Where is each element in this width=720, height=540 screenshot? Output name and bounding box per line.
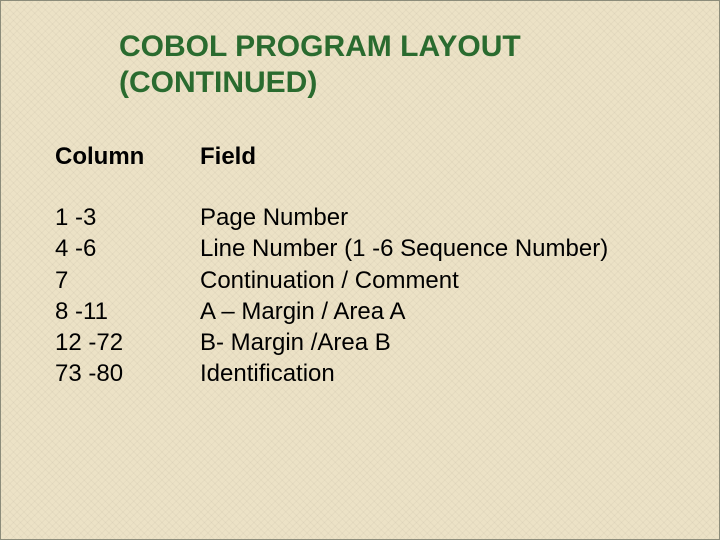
table-header-row: Column Field (55, 141, 675, 172)
slide: COBOL PROGRAM LAYOUT (CONTINUED) Column … (0, 0, 720, 540)
cell-field: Continuation / Comment (200, 265, 675, 296)
table-row: 7 Continuation / Comment (55, 265, 675, 296)
cell-field: B- Margin /Area B (200, 327, 675, 358)
cell-column: 12 -72 (55, 327, 200, 358)
table-row: 12 -72 B- Margin /Area B (55, 327, 675, 358)
table-row: 8 -11 A – Margin / Area A (55, 296, 675, 327)
layout-table: Column Field 1 -3 Page Number 4 -6 Line … (55, 141, 675, 389)
cell-column: 1 -3 (55, 202, 200, 233)
cell-column: 7 (55, 265, 200, 296)
table-row: 73 -80 Identification (55, 358, 675, 389)
cell-field: Line Number (1 -6 Sequence Number) (200, 233, 675, 264)
cell-column: 4 -6 (55, 233, 200, 264)
cell-column: 73 -80 (55, 358, 200, 389)
table-row: 4 -6 Line Number (1 -6 Sequence Number) (55, 233, 675, 264)
header-field: Field (200, 141, 675, 172)
cell-field: Identification (200, 358, 675, 389)
cell-column: 8 -11 (55, 296, 200, 327)
cell-field: A – Margin / Area A (200, 296, 675, 327)
header-column: Column (55, 141, 200, 172)
title-line-1: COBOL PROGRAM LAYOUT (119, 30, 521, 63)
title-line-2: (CONTINUED) (119, 66, 317, 99)
slide-title: COBOL PROGRAM LAYOUT (CONTINUED) (119, 29, 659, 101)
cell-field: Page Number (200, 202, 675, 233)
table-row: 1 -3 Page Number (55, 202, 675, 233)
gap (55, 172, 675, 202)
